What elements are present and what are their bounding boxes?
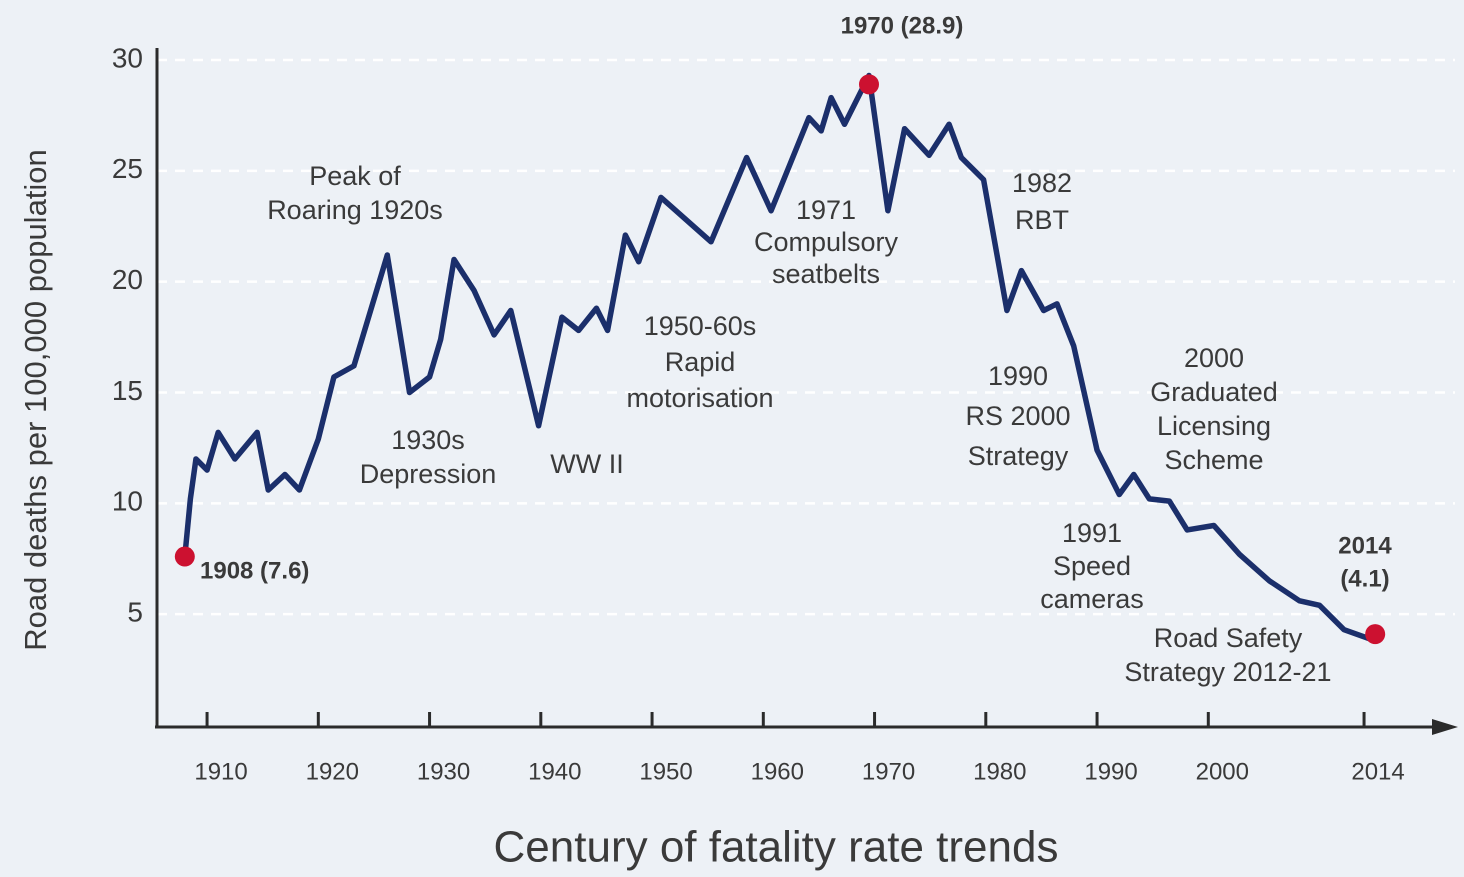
annotation: Scheme: [1164, 445, 1263, 475]
highlight-label: 1970 (28.9): [841, 12, 964, 39]
annotation: 1982: [1012, 168, 1072, 198]
x-axis-label: Century of fatality rate trends: [494, 823, 1059, 872]
annotation: Strategy 2012-21: [1124, 657, 1331, 687]
x-tick-label: 2014: [1351, 758, 1404, 785]
highlight-label: 2014: [1338, 532, 1392, 559]
annotation: 1950-60s: [644, 311, 757, 341]
annotation: Licensing: [1157, 411, 1271, 441]
annotation: Compulsory: [754, 227, 899, 257]
annotation: 2000: [1184, 343, 1244, 373]
annotation: 1930s: [391, 425, 465, 455]
annotation: Depression: [360, 459, 497, 489]
x-axis-arrow: [1432, 719, 1458, 735]
annotation: RBT: [1015, 205, 1069, 235]
x-tick-label: 1950: [639, 758, 692, 785]
annotation: cameras: [1040, 584, 1144, 614]
highlight-point: [174, 546, 195, 567]
annotation: 1991: [1062, 518, 1122, 548]
annotation: WW II: [550, 449, 623, 479]
annotation: seatbelts: [772, 259, 880, 289]
y-tick-label: 15: [112, 375, 143, 406]
y-tick-label: 30: [112, 42, 143, 73]
y-tick-label: 5: [127, 597, 143, 628]
x-tick-label: 1990: [1084, 758, 1137, 785]
y-axis-label: Road deaths per 100,000 population: [18, 149, 53, 651]
x-tick-label: 1960: [751, 758, 804, 785]
x-tick-label: 1920: [306, 758, 359, 785]
x-tick-label: 1940: [528, 758, 581, 785]
y-tick-label: 25: [112, 153, 143, 184]
x-tick-label: 2000: [1196, 758, 1249, 785]
y-tick-label: 20: [112, 264, 143, 295]
annotation: motorisation: [626, 383, 773, 413]
annotation: Speed: [1053, 551, 1131, 581]
annotation: Strategy: [968, 441, 1069, 471]
x-tick-label: 1910: [194, 758, 247, 785]
data-line: [182, 72, 1378, 644]
annotation: 1971: [796, 195, 856, 225]
annotation: Peak of: [309, 161, 401, 191]
annotation: RS 2000: [965, 401, 1070, 431]
y-tick-label: 10: [112, 486, 143, 517]
annotation: Road Safety: [1154, 623, 1303, 653]
highlight-label: 1908 (7.6): [200, 557, 309, 584]
annotation: Rapid: [665, 347, 736, 377]
highlight-point: [1365, 624, 1386, 645]
highlight-point: [858, 74, 879, 95]
x-tick-label: 1930: [417, 758, 470, 785]
annotation: Graduated: [1150, 377, 1278, 407]
x-tick-label: 1970: [862, 758, 915, 785]
x-tick-label: 1980: [973, 758, 1026, 785]
annotation: Roaring 1920s: [267, 195, 443, 225]
highlight-label: (4.1): [1340, 565, 1389, 592]
grid: [157, 58, 1455, 616]
annotation: 1990: [988, 361, 1048, 391]
